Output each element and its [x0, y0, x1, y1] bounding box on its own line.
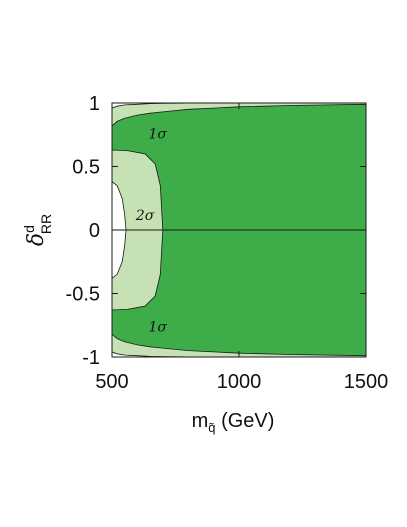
region-label-2sigma: 2σ [135, 208, 155, 224]
x-tick-label: 1000 [217, 371, 262, 393]
x-axis-label: mq̃ (GeV) [192, 410, 275, 435]
region-label-1sigma: 1σ [148, 126, 167, 142]
y-axis-ticks: -1 -0.5 0 0.5 1 [66, 93, 366, 369]
svg-text:δdRR: δdRR [21, 214, 54, 246]
y-tick-label: 0.5 [72, 157, 100, 179]
y-tick-label: 1 [89, 93, 100, 115]
y-tick-label: -0.5 [66, 284, 100, 306]
region-label-1sigma: 1σ [148, 320, 167, 336]
x-tick-label: 1500 [344, 371, 389, 393]
plot-area [112, 103, 366, 357]
x-axis-ticks: 500 1000 1500 [95, 103, 388, 393]
y-axis-label: δdRR [21, 214, 54, 246]
region-labels: 1σ 1σ 2σ [135, 126, 168, 335]
y-tick-label: 0 [89, 220, 100, 242]
x-tick-label: 500 [95, 371, 128, 393]
y-tick-label: -1 [82, 347, 100, 369]
